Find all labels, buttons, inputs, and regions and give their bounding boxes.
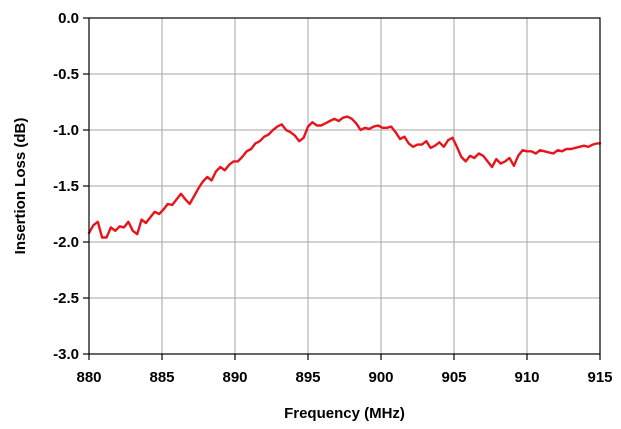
tick-marks [83, 17, 601, 360]
x-tick-label: 905 [441, 369, 466, 386]
x-tick-label: 900 [368, 369, 393, 386]
gridlines [89, 18, 600, 354]
insertion-loss-line [87, 115, 602, 239]
y-axis-title: Insertion Loss (dB) [12, 118, 29, 255]
y-tick-label: -1.0 [53, 122, 79, 139]
y-tick-label: -3.0 [53, 346, 79, 363]
y-tick-label: -2.5 [53, 290, 79, 307]
y-tick-label: -2.0 [53, 234, 79, 251]
x-tick-labels: 880 885 890 895 900 905 910 915 [76, 369, 612, 386]
x-tick-label: 915 [587, 369, 612, 386]
plot-frame [88, 17, 601, 355]
x-tick-label: 890 [222, 369, 247, 386]
x-axis-title: Frequency (MHz) [284, 405, 405, 422]
x-tick-label: 895 [295, 369, 320, 386]
y-tick-labels: 0.0 -0.5 -1.0 -1.5 -2.0 -2.5 -3.0 [53, 10, 79, 363]
x-tick-label: 910 [514, 369, 539, 386]
y-tick-label: 0.0 [58, 10, 79, 27]
y-tick-label: -0.5 [53, 66, 79, 83]
x-tick-label: 880 [76, 369, 101, 386]
x-tick-label: 885 [149, 369, 174, 386]
y-tick-label: -1.5 [53, 178, 79, 195]
series-layer [87, 115, 602, 239]
